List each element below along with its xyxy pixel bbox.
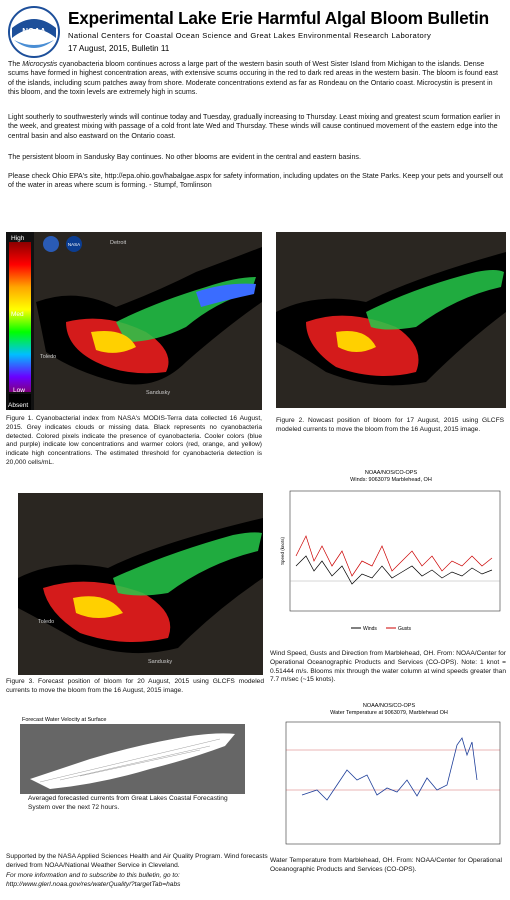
paragraph: The persistent bloom in Sandusky Bay con… <box>8 153 361 161</box>
title: Experimental Lake Erie Harmful Algal Blo… <box>68 8 489 28</box>
noaa-logo: NOAA <box>8 6 60 58</box>
figure-caption: Figure 1. Cyanobacterial index from NASA… <box>6 415 262 466</box>
paragraph: The Microcystis cyanobacteria bloom cont… <box>8 60 504 98</box>
legend-label: Absent <box>8 402 28 409</box>
date: 17 August, 2015, Bulletin 11 <box>68 44 170 53</box>
temperature-chart-image: NOAA/NOS/CO-OPS Water Temperature at 906… <box>285 703 501 845</box>
link[interactable]: http://www.glerl.noaa.gov/res/waterQuali… <box>6 881 181 888</box>
legend-label: Gusts <box>398 626 412 632</box>
support-note: Supported by the NASA Applied Sciences H… <box>6 853 268 869</box>
chart-subtitle: Water Temperature at 9063079, Marblehead… <box>330 710 448 716</box>
legend-label: Winds <box>363 626 377 632</box>
chart-subtitle: Winds: 9063079 Marblehead, OH <box>350 477 432 483</box>
nasa-logo: NASA <box>68 242 80 247</box>
legend-label: Low <box>13 387 25 394</box>
wind-chart-image: NOAA/NOS/CO-OPS Winds: 9063079 Marblehea… <box>280 470 501 632</box>
subtitle: National Centers for Coastal Ocean Scien… <box>68 31 432 40</box>
figure-caption: Water Temperature from Marblehead, OH. F… <box>270 857 502 873</box>
legend-label: Med <box>11 311 24 318</box>
place-label: Toledo <box>38 619 54 625</box>
text: The <box>8 60 23 68</box>
place-label: Sandusky <box>146 390 170 396</box>
italic-text: Microcystis <box>22 60 58 68</box>
chart-title: NOAA/NOS/CO-OPS <box>363 703 416 709</box>
chart-title: NOAA/NOS/CO-OPS <box>365 470 418 476</box>
paragraph: Light southerly to southwesterly winds w… <box>8 113 501 140</box>
place-label: Detroit <box>110 240 127 246</box>
figure-3-map: Toledo Sandusky <box>18 493 263 675</box>
figure-2-map <box>276 232 506 408</box>
axis-label: Speed (knots) <box>280 536 285 565</box>
figure-caption: Averaged forecasted currents from Great … <box>28 795 228 811</box>
map-title: Forecast Water Velocity at Surface <box>22 717 106 723</box>
more-info: For more information and to subscribe to… <box>6 872 180 879</box>
place-label: Sandusky <box>148 659 172 665</box>
paragraph: Please check Ohio EPA's site, http://epa… <box>8 172 503 190</box>
figure-1-map: High Med Low Absent NASA Detroit Toledo … <box>6 232 262 410</box>
figure-caption: Figure 2. Nowcast position of bloom for … <box>276 417 504 433</box>
legend-label: High <box>11 235 25 242</box>
noaa-logo-text: NOAA <box>22 27 46 36</box>
place-label: Toledo <box>40 354 56 360</box>
currents-map: Forecast Water Velocity at Surface <box>20 717 245 794</box>
figure-caption: Figure 3. Forecast position of bloom for… <box>6 678 264 694</box>
figure-caption: Wind Speed, Gusts and Direction from Mar… <box>270 650 506 684</box>
text: cyanobacteria bloom continues across a l… <box>8 60 498 97</box>
